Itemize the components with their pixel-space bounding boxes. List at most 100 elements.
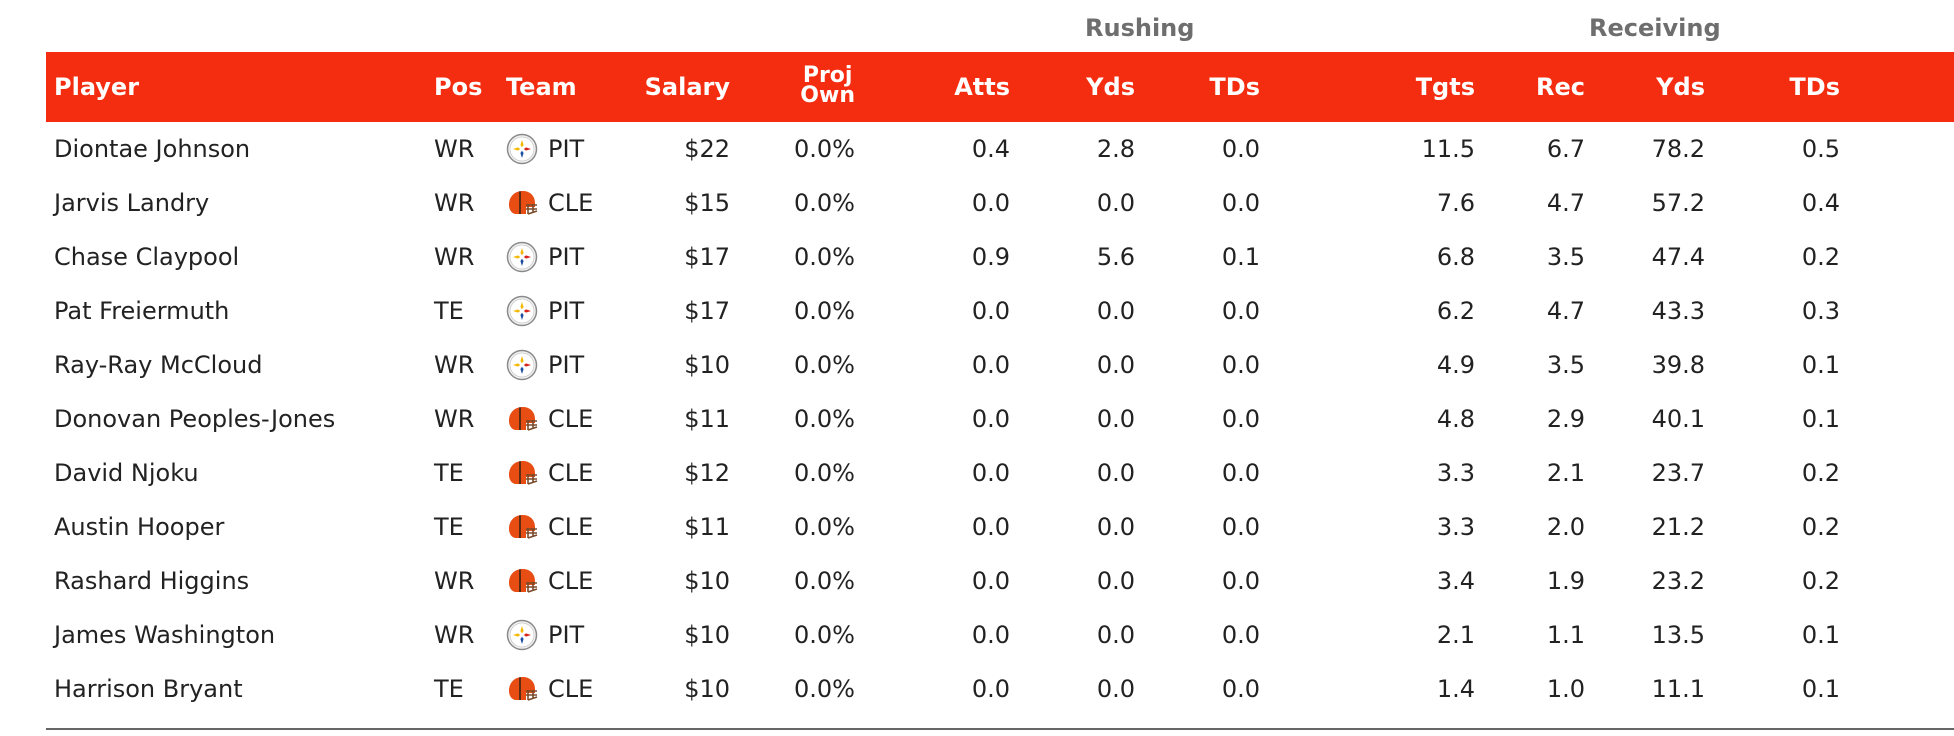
- player-name-cell[interactable]: James Washington: [54, 621, 276, 649]
- column-header-player[interactable]: Player: [54, 73, 140, 101]
- player-name-cell[interactable]: David Njoku: [54, 459, 199, 487]
- proj-own-cell: 0.0%: [794, 405, 855, 433]
- table-row[interactable]: Donovan Peoples-Jones WR CLE $11 0.0% 0.…: [46, 392, 1954, 446]
- team-cell: PIT: [498, 608, 618, 662]
- player-name-cell[interactable]: Ray-Ray McCloud: [54, 351, 263, 379]
- player-name-cell[interactable]: Donovan Peoples-Jones: [54, 405, 336, 433]
- column-header-rush-yds[interactable]: Yds: [1086, 73, 1135, 101]
- rushing-group-label: Rushing: [1085, 14, 1195, 42]
- position-cell: TE: [434, 675, 464, 703]
- table-bottom-divider: [46, 728, 1954, 730]
- rush-tds-cell: 0.0: [1221, 567, 1260, 595]
- team-cell: PIT: [498, 122, 618, 176]
- table-row[interactable]: Jarvis Landry WR CLE $15 0.0% 0.0 0.0 0.…: [46, 176, 1954, 230]
- rec-tds-cell: 0.4: [1801, 189, 1840, 217]
- column-header-proj-own[interactable]: Proj Own: [738, 52, 863, 122]
- column-header-rush-tds[interactable]: TDs: [1209, 73, 1260, 101]
- position-cell: WR: [434, 243, 475, 271]
- column-header-rush-atts[interactable]: Atts: [954, 73, 1010, 101]
- rec-yds-cell: 39.8: [1651, 351, 1705, 379]
- rush-atts-cell: 0.0: [971, 459, 1010, 487]
- overflow-cell: [1848, 608, 1954, 662]
- rush-atts-cell: 0.0: [971, 513, 1010, 541]
- table-row[interactable]: Diontae Johnson WR PIT $22 0.0% 0.4 2.8 …: [46, 122, 1954, 176]
- player-name-cell[interactable]: Rashard Higgins: [54, 567, 250, 595]
- rec-yds-cell: 13.5: [1651, 621, 1705, 649]
- player-projections-table: Player Pos Team Salary Proj Own Atts Yds…: [46, 52, 1954, 716]
- rush-yds-cell: 0.0: [1096, 459, 1135, 487]
- table-row[interactable]: Harrison Bryant TE CLE $10 0.0% 0.0 0.0 …: [46, 662, 1954, 716]
- rec-tds-cell: 0.1: [1801, 351, 1840, 379]
- rec-tds-cell: 0.5: [1801, 135, 1840, 163]
- rec-yds-cell: 47.4: [1651, 243, 1705, 271]
- position-cell: WR: [434, 567, 475, 595]
- player-name-cell[interactable]: Jarvis Landry: [54, 189, 210, 217]
- rec-cell: 1.0: [1546, 675, 1585, 703]
- column-header-pos[interactable]: Pos: [434, 73, 483, 101]
- table-row[interactable]: Rashard Higgins WR CLE $10 0.0% 0.0 0.0 …: [46, 554, 1954, 608]
- player-name-cell[interactable]: Chase Claypool: [54, 243, 240, 271]
- rush-tds-cell: 0.0: [1221, 297, 1260, 325]
- table-row[interactable]: James Washington WR PIT $10 0.0% 0.0 0.0…: [46, 608, 1954, 662]
- column-header-rec[interactable]: Rec: [1536, 73, 1585, 101]
- table-header-row: Player Pos Team Salary Proj Own Atts Yds…: [46, 52, 1954, 122]
- position-cell: WR: [434, 621, 475, 649]
- rush-tds-cell: 0.0: [1221, 675, 1260, 703]
- team-abbrev: CLE: [548, 459, 594, 487]
- tgts-cell: 11.5: [1421, 135, 1475, 163]
- rush-tds-cell: 0.0: [1221, 405, 1260, 433]
- player-name-cell[interactable]: Diontae Johnson: [54, 135, 251, 163]
- salary-cell: $11: [684, 513, 730, 541]
- overflow-cell: [1848, 230, 1954, 284]
- player-name-cell[interactable]: Austin Hooper: [54, 513, 225, 541]
- team-abbrev: PIT: [548, 297, 585, 325]
- table-row[interactable]: Austin Hooper TE CLE $11 0.0% 0.0 0.0 0.…: [46, 500, 1954, 554]
- position-cell: WR: [434, 189, 475, 217]
- column-header-rec-yds[interactable]: Yds: [1656, 73, 1705, 101]
- table-row[interactable]: Chase Claypool WR PIT $17 0.0% 0.9 5.6 0…: [46, 230, 1954, 284]
- overflow-cell: [1848, 446, 1954, 500]
- column-header-salary[interactable]: Salary: [644, 73, 730, 101]
- steelers-logo-icon: [506, 241, 538, 273]
- proj-own-cell: 0.0%: [794, 135, 855, 163]
- proj-own-cell: 0.0%: [794, 297, 855, 325]
- rec-cell: 6.7: [1546, 135, 1585, 163]
- salary-cell: $17: [684, 243, 730, 271]
- rush-yds-cell: 0.0: [1096, 297, 1135, 325]
- team-abbrev: CLE: [548, 567, 594, 595]
- proj-own-cell: 0.0%: [794, 243, 855, 271]
- position-cell: TE: [434, 459, 464, 487]
- overflow-cell: [1848, 392, 1954, 446]
- table-body: Diontae Johnson WR PIT $22 0.0% 0.4 2.8 …: [46, 122, 1954, 716]
- rush-tds-cell: 0.1: [1221, 243, 1260, 271]
- steelers-logo-icon: [506, 619, 538, 651]
- rec-cell: 3.5: [1546, 351, 1585, 379]
- player-name-cell[interactable]: Pat Freiermuth: [54, 297, 230, 325]
- rush-atts-cell: 0.4: [971, 135, 1010, 163]
- rec-tds-cell: 0.1: [1801, 675, 1840, 703]
- team-cell: CLE: [498, 500, 618, 554]
- rec-yds-cell: 11.1: [1651, 675, 1705, 703]
- team-abbrev: CLE: [548, 405, 594, 433]
- team-abbrev: CLE: [548, 189, 594, 217]
- player-name-cell[interactable]: Harrison Bryant: [54, 675, 243, 703]
- table-row[interactable]: David Njoku TE CLE $12 0.0% 0.0 0.0 0.0 …: [46, 446, 1954, 500]
- team-cell: PIT: [498, 284, 618, 338]
- column-group-header: Rushing Receiving: [46, 0, 1954, 52]
- rush-tds-cell: 0.0: [1221, 189, 1260, 217]
- rec-tds-cell: 0.1: [1801, 621, 1840, 649]
- rec-cell: 4.7: [1546, 189, 1585, 217]
- column-header-rec-tds[interactable]: TDs: [1789, 73, 1840, 101]
- receiving-group-label: Receiving: [1589, 14, 1721, 42]
- rec-tds-cell: 0.2: [1801, 567, 1840, 595]
- browns-helmet-icon: [509, 461, 538, 485]
- column-header-team[interactable]: Team: [506, 73, 577, 101]
- rec-yds-cell: 23.2: [1651, 567, 1705, 595]
- column-header-tgts[interactable]: Tgts: [1415, 73, 1475, 101]
- rec-yds-cell: 40.1: [1651, 405, 1705, 433]
- team-cell: CLE: [498, 554, 618, 608]
- table-row[interactable]: Ray-Ray McCloud WR PIT $10 0.0% 0.0 0.0 …: [46, 338, 1954, 392]
- table-row[interactable]: Pat Freiermuth TE PIT $17 0.0% 0.0 0.0 0…: [46, 284, 1954, 338]
- rec-yds-cell: 57.2: [1651, 189, 1705, 217]
- team-abbrev: CLE: [548, 513, 594, 541]
